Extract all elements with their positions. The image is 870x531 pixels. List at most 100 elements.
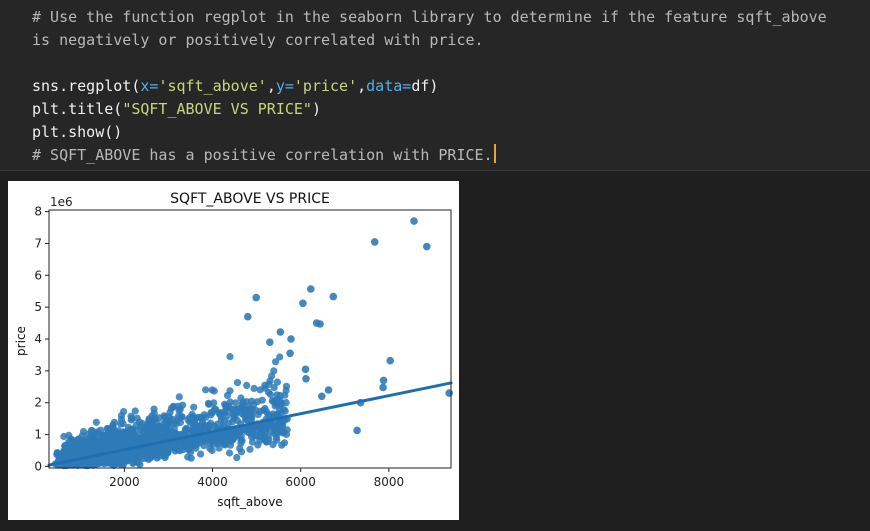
data-point (272, 358, 280, 366)
data-point (228, 405, 236, 413)
data-point (250, 384, 258, 392)
data-point (176, 447, 184, 455)
data-point (224, 419, 232, 427)
data-point (176, 405, 184, 413)
data-point (280, 406, 288, 414)
data-point (282, 399, 290, 407)
outlier-point (276, 328, 285, 336)
data-point (261, 404, 269, 413)
code-arg-x-value: 'sqft_above' (158, 77, 267, 95)
outlier-point (244, 312, 252, 321)
data-point (278, 441, 286, 449)
data-point (226, 353, 234, 361)
data-point (161, 447, 169, 455)
data-point (282, 386, 290, 395)
data-point (201, 422, 210, 431)
code-comma-2: , (357, 77, 367, 95)
data-point (233, 379, 242, 387)
data-point (187, 448, 195, 456)
y-tick-label: 2 (34, 396, 42, 410)
data-point (256, 386, 264, 394)
data-point (127, 412, 135, 420)
y-axis-label: price (14, 326, 28, 356)
data-point (225, 449, 234, 457)
y-tick-label: 0 (34, 459, 42, 473)
data-point (190, 403, 198, 411)
x-tick-label: 6000 (285, 475, 316, 489)
data-point (92, 418, 100, 426)
data-point (217, 413, 225, 421)
data-point (216, 435, 224, 443)
data-point (139, 447, 147, 455)
data-point (142, 432, 151, 440)
data-point (150, 409, 158, 417)
data-point (273, 400, 281, 408)
data-point (190, 426, 198, 434)
x-tick-label: 8000 (374, 475, 405, 489)
data-point (208, 446, 216, 455)
data-point (236, 444, 244, 452)
y-tick-label: 4 (34, 332, 42, 346)
outlier-point (423, 242, 431, 251)
data-point (68, 444, 77, 452)
data-point (171, 430, 179, 438)
data-point (122, 457, 130, 465)
outlier-point (386, 356, 395, 365)
outlier-point (324, 386, 333, 394)
scatter-points (51, 217, 454, 470)
y-tick-label: 7 (34, 236, 42, 250)
data-point (233, 454, 241, 462)
scatter-chart: SQFT_ABOVE VS PRICE 1e6 2000 4000 6000 8000… (14, 191, 454, 509)
code-title-prefix: plt.title( (32, 100, 123, 118)
outlier-point (370, 238, 379, 246)
data-point (221, 407, 229, 415)
code-arg-x-name: x= (140, 77, 159, 95)
outlier-point (252, 293, 260, 302)
data-point (232, 399, 240, 407)
code-arg-data-value: df) (411, 77, 439, 95)
data-point (134, 459, 142, 467)
data-point (97, 458, 106, 467)
data-point (258, 427, 266, 435)
data-point (165, 417, 173, 425)
data-point (171, 418, 179, 426)
code-comment-line-1: # Use the function regplot in the seabor… (32, 8, 827, 26)
code-title-arg: "SQFT_ABOVE VS PRICE" (122, 100, 312, 118)
data-point (110, 453, 118, 461)
data-point (133, 434, 141, 442)
data-point (223, 391, 232, 399)
data-point (276, 353, 284, 361)
data-point (215, 444, 223, 452)
data-point (143, 454, 151, 462)
data-point (106, 434, 114, 442)
y-tick-label: 1 (34, 428, 42, 442)
data-point (90, 440, 98, 448)
data-point (258, 396, 266, 404)
data-point (189, 415, 197, 424)
data-point (159, 423, 167, 431)
data-point (190, 441, 198, 450)
data-point (187, 454, 195, 462)
data-point (134, 452, 142, 460)
data-point (238, 437, 246, 445)
x-axis-ticks: 2000 4000 6000 8000 (109, 468, 404, 489)
data-point (185, 428, 193, 437)
code-arg-y-value: 'price' (293, 77, 358, 95)
code-cell[interactable]: # Use the function regplot in the seabor… (0, 0, 870, 171)
data-point (131, 407, 139, 415)
outlier-point (410, 217, 418, 225)
plot-output: SQFT_ABOVE VS PRICE 1e6 2000 4000 6000 8000… (8, 181, 459, 520)
data-point (206, 439, 214, 447)
data-point (175, 393, 183, 401)
data-point (265, 380, 273, 388)
outlier-point (286, 349, 294, 358)
data-point (129, 425, 137, 433)
outlier-point (301, 365, 310, 374)
data-point (208, 386, 216, 394)
data-point (275, 425, 284, 433)
outlier-point (353, 426, 361, 435)
data-point (169, 441, 177, 449)
y-tick-label: 8 (34, 205, 42, 219)
data-point (202, 386, 210, 394)
data-point (121, 438, 129, 446)
